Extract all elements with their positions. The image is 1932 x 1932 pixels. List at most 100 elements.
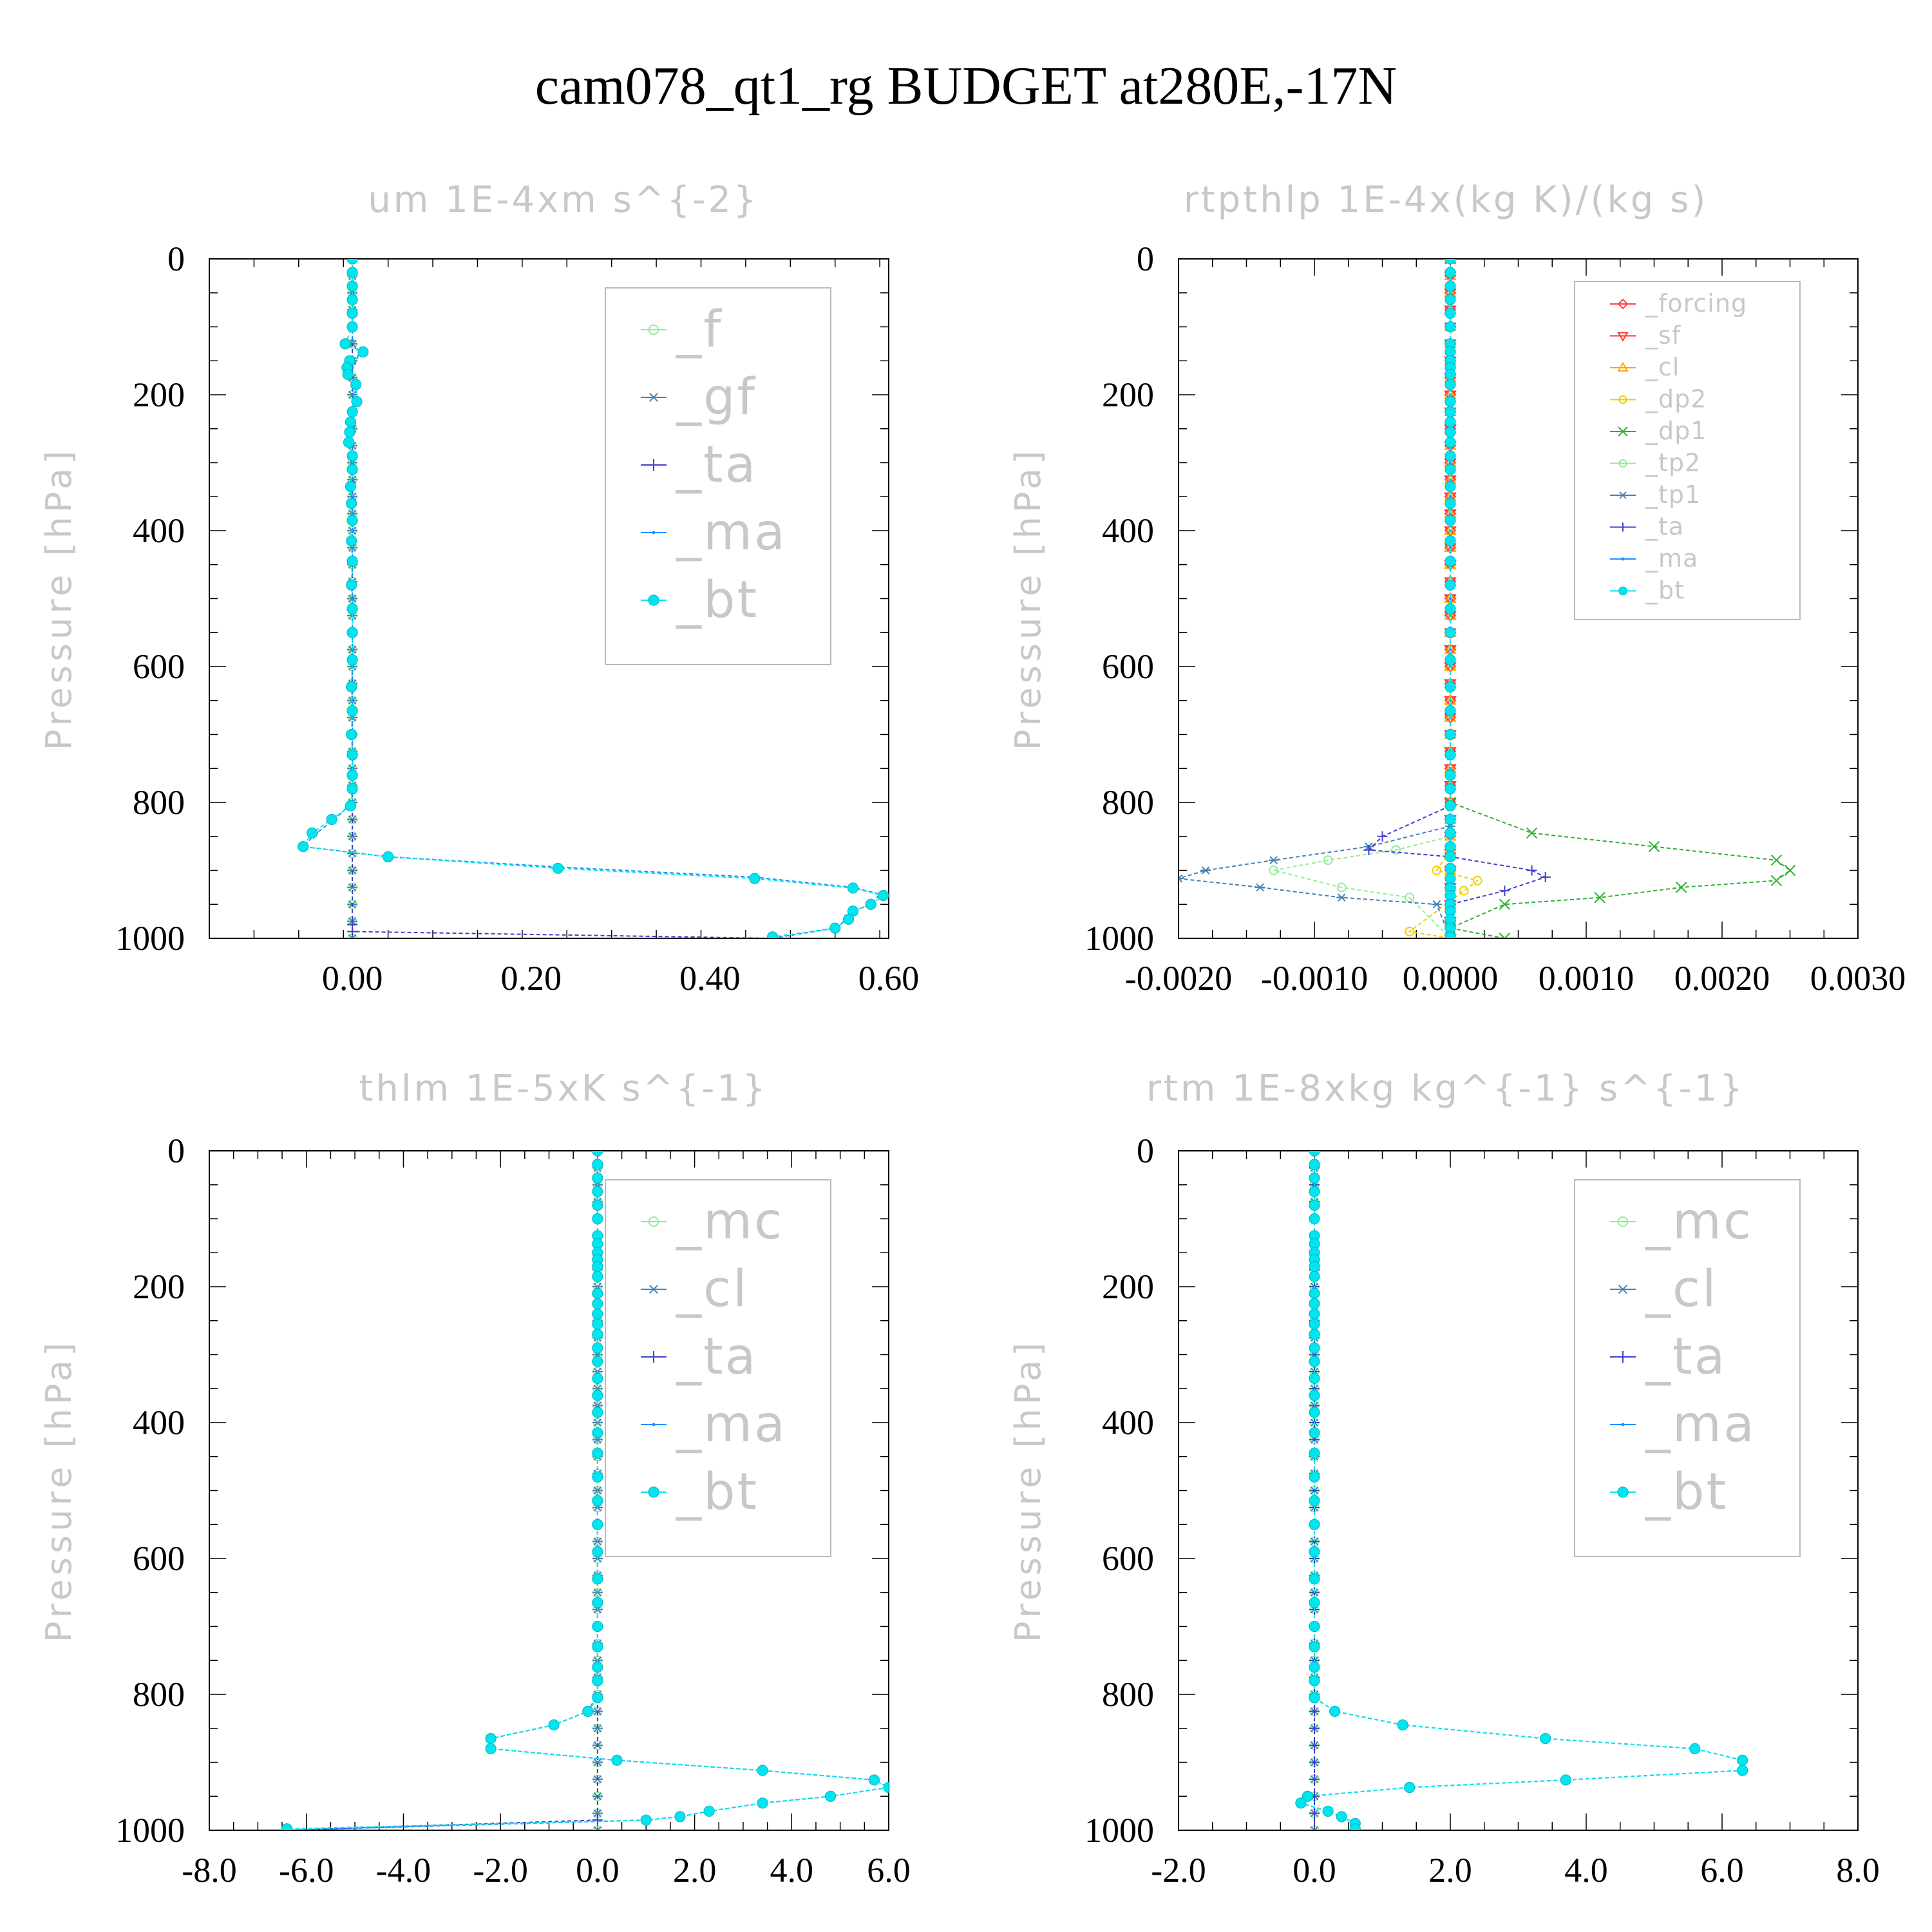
data-point: [1269, 866, 1279, 875]
data-point: [1648, 840, 1660, 853]
legend-label: _mc: [1645, 1193, 1753, 1251]
legend-label: _tp2: [1645, 449, 1701, 477]
data-point: [592, 1186, 603, 1197]
series-line: [1408, 259, 1479, 938]
data-point: [346, 555, 358, 567]
legend-item: _bt: [641, 571, 757, 629]
data-point: [346, 783, 358, 795]
data-point: [485, 1743, 497, 1754]
data-point: [1526, 865, 1537, 876]
data-point: [346, 321, 358, 333]
data-point: [1444, 379, 1456, 390]
data-point: [592, 1372, 603, 1385]
data-point: [1444, 535, 1456, 547]
data-point: [1444, 654, 1456, 666]
series-line: [1367, 259, 1548, 938]
y-tick-label: 1000: [1084, 919, 1154, 958]
data-point: [592, 1447, 603, 1459]
data-point: [1444, 931, 1456, 938]
legend-item: _f: [641, 301, 721, 359]
x-tick-label: -8.0: [182, 1851, 236, 1889]
legend-marker: [648, 1216, 659, 1227]
data-point: [1594, 891, 1605, 904]
legend: _forcing _sf _cl _dp2 _dp1 _tp2 _tp1 _ta _ma _bt: [1574, 281, 1801, 620]
data-point: [350, 379, 362, 390]
y-tick-label: 0: [167, 1132, 185, 1170]
legend-label: _cl: [1645, 1260, 1718, 1318]
y-tick-label: 200: [1102, 1267, 1154, 1306]
data-point: [592, 1573, 603, 1585]
legend-label: _mc: [676, 1193, 784, 1251]
data-point: [757, 1797, 768, 1809]
data-point: [824, 1790, 837, 1802]
data-point: [1309, 1271, 1320, 1282]
legend-marker: [1621, 557, 1625, 561]
legend-label: _sf: [1645, 321, 1681, 350]
data-point: [1309, 1172, 1320, 1184]
data-point: [1336, 893, 1347, 902]
data-point: [346, 307, 358, 319]
data-point: [347, 866, 358, 875]
series-tp2: [1269, 259, 1455, 938]
data-point: [326, 813, 337, 825]
data-point: [346, 770, 358, 781]
data-point: [592, 1815, 603, 1826]
data-point: [1444, 851, 1456, 863]
data-point: [703, 1805, 715, 1817]
legend-item: _mc: [1610, 1193, 1753, 1251]
data-point: [1329, 1705, 1341, 1717]
legend-label: _ma: [676, 1396, 787, 1454]
data-point: [1737, 1754, 1748, 1766]
data-point: [842, 913, 855, 925]
legend-label: _ta: [1645, 1328, 1727, 1386]
legend-item: _cl: [1610, 353, 1679, 381]
data-point: [1322, 1805, 1334, 1817]
data-point: [1268, 856, 1279, 864]
data-point: [345, 480, 356, 493]
data-point: [1309, 1723, 1320, 1734]
data-point: [1444, 524, 1457, 535]
legend-item: _dp1: [1610, 417, 1706, 445]
legend-marker: [1617, 1284, 1629, 1294]
data-point: [1444, 579, 1456, 591]
data-point: [1397, 1719, 1408, 1731]
data-point: [1309, 1356, 1320, 1367]
plot-area: [281, 1151, 889, 1830]
data-point: [346, 450, 358, 462]
legend-marker: [1617, 362, 1629, 372]
data-point: [883, 1781, 889, 1794]
chart-panel-4: 0 200 400 600 800 1000-2.0 0.0 2.0 4.0 6.0 8.0 Pres…: [1008, 1132, 1880, 1889]
data-point: [1499, 886, 1510, 896]
y-axis-label: Pressure [hPa]: [1008, 1339, 1048, 1642]
legend-box: [1574, 1179, 1801, 1557]
data-point: [344, 426, 355, 438]
data-point: [592, 1427, 603, 1439]
y-axis-label: Pressure [hPa]: [39, 1339, 79, 1642]
data-point: [1444, 627, 1456, 638]
page-title: cam078_qt1_rg BUDGET at280E,-17N: [535, 56, 1397, 116]
legend-label: _bt: [1645, 1463, 1728, 1521]
y-tick-label: 200: [133, 375, 185, 414]
data-point: [592, 1809, 603, 1817]
data-point: [1444, 711, 1457, 722]
x-tick-label: 4.0: [1564, 1851, 1608, 1889]
series-tp1: [1179, 259, 1455, 938]
data-point: [592, 1692, 603, 1703]
data-point: [1444, 681, 1456, 693]
data-point: [1770, 875, 1783, 887]
legend-label: _ta: [1645, 513, 1684, 541]
data-point: [1459, 886, 1469, 896]
y-tick-label: 400: [1102, 511, 1154, 550]
legend-item: _bt: [1610, 1463, 1728, 1521]
x-tick-label: 6.0: [1700, 1851, 1744, 1889]
legend-marker: [1617, 1486, 1629, 1498]
legend-item: _ta: [641, 436, 755, 494]
y-tick-label: 600: [1102, 1539, 1154, 1578]
data-point: [346, 498, 357, 509]
data-point: [1309, 1641, 1320, 1653]
data-point: [552, 862, 564, 874]
data-point: [592, 1342, 603, 1354]
data-point: [1349, 1823, 1361, 1830]
data-point: [345, 416, 356, 428]
data-point: [1444, 515, 1456, 526]
